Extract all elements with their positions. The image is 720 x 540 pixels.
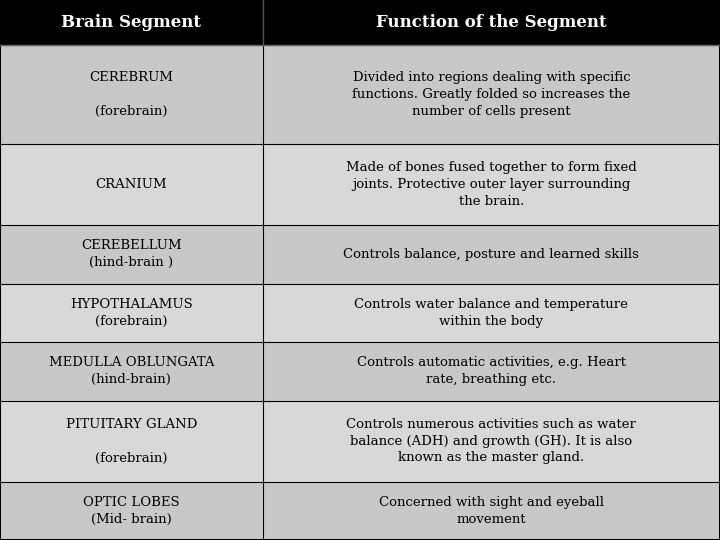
Text: OPTIC LOBES
(Mid- brain): OPTIC LOBES (Mid- brain) [83, 496, 180, 526]
Text: Brain Segment: Brain Segment [61, 14, 202, 31]
Text: CEREBELLUM
(hind-brain ): CEREBELLUM (hind-brain ) [81, 239, 181, 269]
Text: Divided into regions dealing with specific
functions. Greatly folded so increase: Divided into regions dealing with specif… [352, 71, 631, 118]
Text: PITUITARY GLAND

(forebrain): PITUITARY GLAND (forebrain) [66, 417, 197, 464]
Bar [263, 401, 720, 482]
Bar [263, 144, 720, 225]
Text: Controls numerous activities such as water
balance (ADH) and growth (GH). It is : Controls numerous activities such as wat… [346, 417, 636, 464]
Bar [263, 284, 720, 342]
Text: Made of bones fused together to form fixed
joints. Protective outer layer surrou: Made of bones fused together to form fix… [346, 161, 636, 208]
Bar [0, 144, 263, 225]
Text: CRANIUM: CRANIUM [96, 178, 167, 191]
Text: HYPOTHALAMUS
(forebrain): HYPOTHALAMUS (forebrain) [70, 298, 193, 328]
Bar [263, 482, 720, 540]
Text: Controls balance, posture and learned skills: Controls balance, posture and learned sk… [343, 248, 639, 261]
Bar [0, 45, 263, 144]
Text: CEREBRUM

(forebrain): CEREBRUM (forebrain) [89, 71, 174, 118]
Text: Concerned with sight and eyeball
movement: Concerned with sight and eyeball movemen… [379, 496, 604, 526]
Bar [263, 342, 720, 401]
Bar [0, 401, 263, 482]
Bar [0, 0, 720, 45]
Bar [0, 225, 263, 284]
Text: Controls water balance and temperature
within the body: Controls water balance and temperature w… [354, 298, 629, 328]
Text: Function of the Segment: Function of the Segment [376, 14, 607, 31]
Bar [263, 225, 720, 284]
Text: Controls automatic activities, e.g. Heart
rate, breathing etc.: Controls automatic activities, e.g. Hear… [357, 356, 626, 386]
Bar [263, 45, 720, 144]
Text: MEDULLA OBLUNGATA
(hind-brain): MEDULLA OBLUNGATA (hind-brain) [49, 356, 214, 386]
Bar [0, 342, 263, 401]
Bar [0, 284, 263, 342]
Bar [0, 482, 263, 540]
